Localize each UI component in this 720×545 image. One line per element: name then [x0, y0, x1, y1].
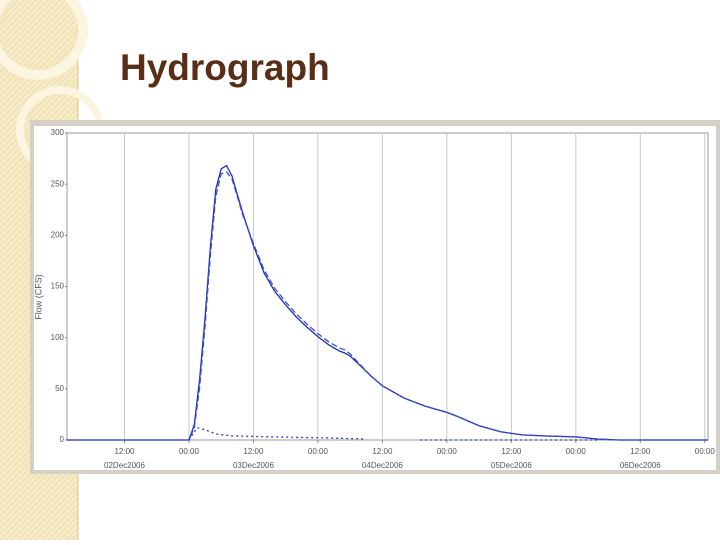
x-tick-label: 00:00: [179, 447, 200, 456]
slide-title: Hydrograph: [120, 47, 330, 88]
y-tick-label: 300: [51, 128, 65, 137]
series-line: [67, 171, 708, 441]
series-line: [188, 426, 598, 441]
y-tick-label: 250: [51, 179, 65, 188]
x-date-label: 03Dec2006: [233, 461, 274, 470]
x-tick-label: 12:00: [630, 447, 651, 456]
x-tick-label: 00:00: [566, 447, 587, 456]
x-date-label: 02Dec2006: [104, 461, 145, 470]
x-tick-label: 12:00: [114, 447, 135, 456]
decor-circle: [0, 0, 88, 80]
x-date-label: 06Dec2006: [620, 461, 661, 470]
chart-panel: [34, 126, 716, 470]
y-tick-label: 50: [55, 384, 64, 393]
y-tick-label: 200: [51, 230, 65, 239]
x-date-label: 04Dec2006: [362, 461, 403, 470]
x-tick-label: 00:00: [308, 447, 329, 456]
y-tick-label: 150: [51, 282, 65, 291]
x-tick-label: 12:00: [243, 447, 264, 456]
y-tick-label: 100: [51, 333, 65, 342]
x-tick-label: 12:00: [501, 447, 522, 456]
x-tick-label: 12:00: [372, 447, 393, 456]
x-tick-label: 00:00: [437, 447, 458, 456]
x-date-label: 05Dec2006: [491, 461, 532, 470]
y-tick-label: 0: [60, 435, 65, 444]
plot: 0 50 100 150 200 250 300 12:00 00:00 12:00 00:00 12…: [51, 128, 716, 470]
y-axis-label: Flow (CFS): [33, 274, 43, 320]
x-tick-label: 00:00: [695, 447, 716, 456]
